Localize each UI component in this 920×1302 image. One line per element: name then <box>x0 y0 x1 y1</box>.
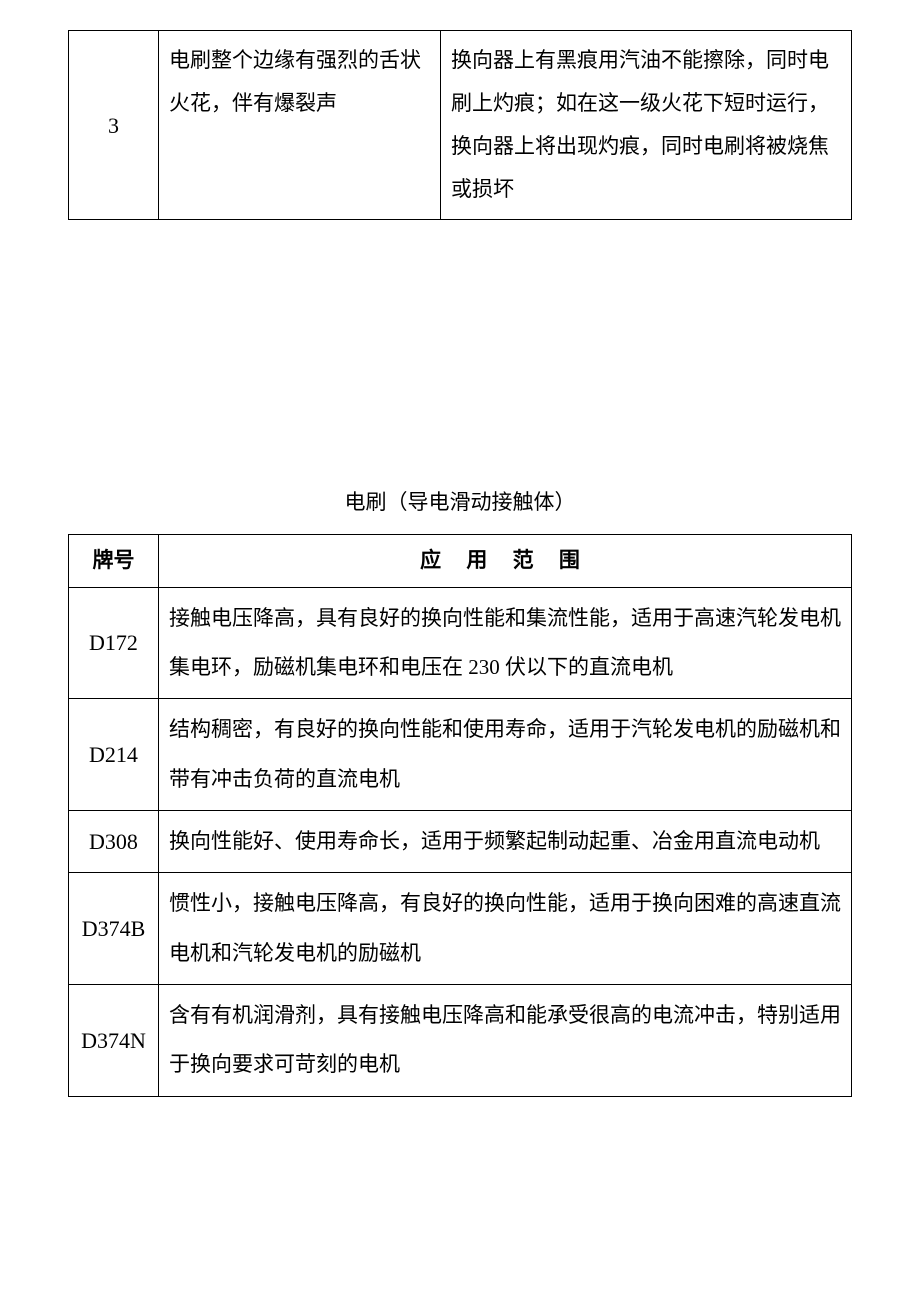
cell-grade: D374N <box>69 985 159 1097</box>
table-row: D374N 含有有机润滑剂，具有接触电压降高和能承受很高的电流冲击，特别适用于换… <box>69 985 852 1097</box>
header-range: 应 用 范 围 <box>159 535 852 588</box>
cell-grade: D214 <box>69 699 159 811</box>
table-row: 3 电刷整个边缘有强烈的舌状火花，伴有爆裂声 换向器上有黑痕用汽油不能擦除，同时… <box>69 31 852 220</box>
cell-range: 换向性能好、使用寿命长，适用于频繁起制动起重、冶金用直流电动机 <box>159 811 852 873</box>
table-header-row: 牌号 应 用 范 围 <box>69 535 852 588</box>
brush-grade-table: 牌号 应 用 范 围 D172 接触电压降高，具有良好的换向性能和集流性能，适用… <box>68 534 852 1097</box>
spark-table: 3 电刷整个边缘有强烈的舌状火花，伴有爆裂声 换向器上有黑痕用汽油不能擦除，同时… <box>68 30 852 220</box>
table-row: D214 结构稠密，有良好的换向性能和使用寿命，适用于汽轮发电机的励磁机和带有冲… <box>69 699 852 811</box>
header-range-text: 应 用 范 围 <box>420 548 590 572</box>
row-id-cell: 3 <box>69 31 159 220</box>
cell-grade: D308 <box>69 811 159 873</box>
cell-range: 接触电压降高，具有良好的换向性能和集流性能，适用于高速汽轮发电机集电环，励磁机集… <box>159 587 852 699</box>
row-description-cell: 电刷整个边缘有强烈的舌状火花，伴有爆裂声 <box>159 31 441 220</box>
cell-grade: D172 <box>69 587 159 699</box>
table-row: D374B 惯性小，接触电压降高，有良好的换向性能，适用于换向困难的高速直流电机… <box>69 873 852 985</box>
header-grade: 牌号 <box>69 535 159 588</box>
section-title: 电刷（导电滑动接触体） <box>68 486 852 516</box>
table-row: D308 换向性能好、使用寿命长，适用于频繁起制动起重、冶金用直流电动机 <box>69 811 852 873</box>
row-note-cell: 换向器上有黑痕用汽油不能擦除，同时电刷上灼痕；如在这一级火花下短时运行，换向器上… <box>441 31 852 220</box>
cell-range: 惯性小，接触电压降高，有良好的换向性能，适用于换向困难的高速直流电机和汽轮发电机… <box>159 873 852 985</box>
cell-range: 结构稠密，有良好的换向性能和使用寿命，适用于汽轮发电机的励磁机和带有冲击负荷的直… <box>159 699 852 811</box>
table-row: D172 接触电压降高，具有良好的换向性能和集流性能，适用于高速汽轮发电机集电环… <box>69 587 852 699</box>
cell-grade: D374B <box>69 873 159 985</box>
cell-range: 含有有机润滑剂，具有接触电压降高和能承受很高的电流冲击，特别适用于换向要求可苛刻… <box>159 985 852 1097</box>
